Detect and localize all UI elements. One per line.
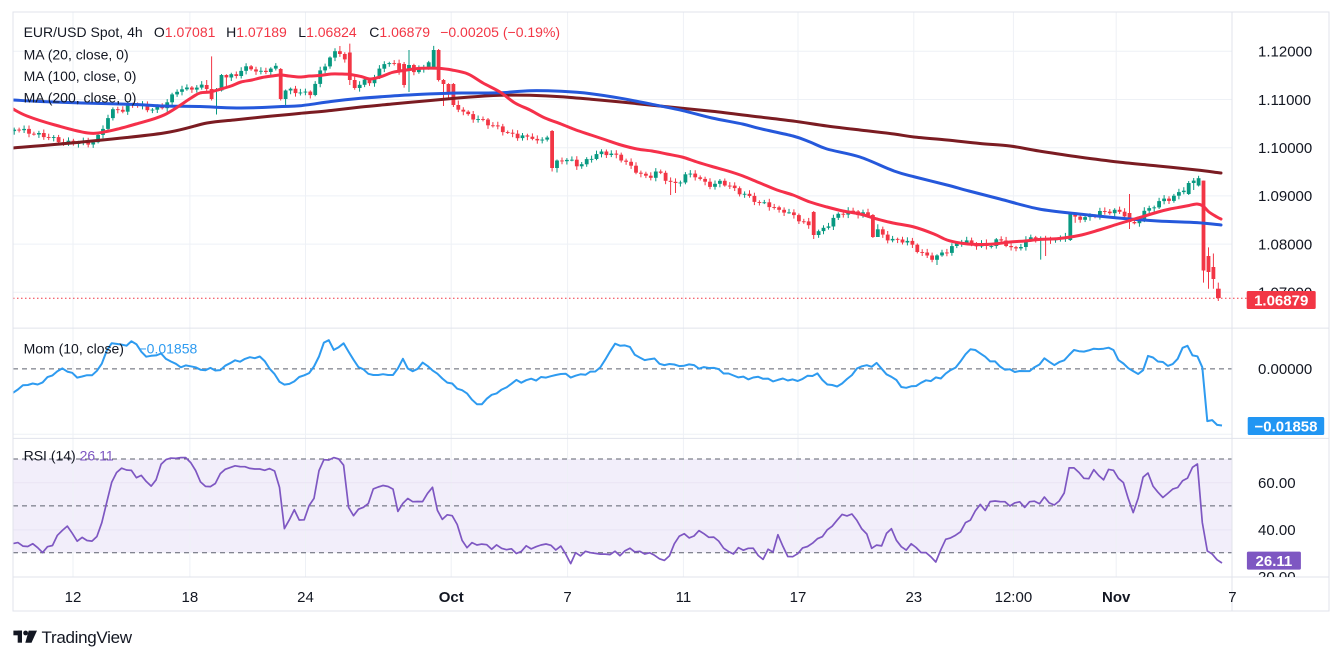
svg-text:Mom (10, close)−0.01858: Mom (10, close) −0.01858 bbox=[24, 341, 198, 357]
svg-text:Oct: Oct bbox=[439, 589, 464, 606]
svg-text:18: 18 bbox=[182, 589, 199, 606]
svg-text:11: 11 bbox=[676, 589, 692, 606]
svg-text:1.06879: 1.06879 bbox=[1254, 292, 1308, 309]
svg-text:Nov: Nov bbox=[1102, 589, 1131, 606]
svg-text:1.10000: 1.10000 bbox=[1258, 140, 1312, 157]
svg-text:MA (100, close, 0): MA (100, close, 0) bbox=[24, 68, 137, 84]
svg-text:1.09000: 1.09000 bbox=[1258, 188, 1312, 205]
svg-text:24: 24 bbox=[297, 589, 314, 606]
svg-text:−0.01858: −0.01858 bbox=[1255, 418, 1318, 435]
svg-text:60.00: 60.00 bbox=[1258, 475, 1296, 492]
svg-text:20.00: 20.00 bbox=[1258, 569, 1296, 586]
svg-text:C1.06879: C1.06879 bbox=[369, 24, 430, 40]
svg-text:12: 12 bbox=[65, 589, 82, 606]
svg-text:7: 7 bbox=[1228, 589, 1236, 606]
svg-text:26.11: 26.11 bbox=[1256, 553, 1293, 570]
svg-text:MA (200, close, 0): MA (200, close, 0) bbox=[24, 89, 137, 105]
svg-text:−0.00205 (−0.19%): −0.00205 (−0.19%) bbox=[440, 24, 560, 40]
svg-text:1.12000: 1.12000 bbox=[1258, 44, 1312, 61]
svg-text:MA (20, close, 0): MA (20, close, 0) bbox=[24, 46, 129, 62]
svg-text:23: 23 bbox=[905, 589, 922, 606]
svg-text:O1.07081: O1.07081 bbox=[154, 24, 216, 40]
svg-text:H1.07189: H1.07189 bbox=[226, 24, 287, 40]
svg-text:L1.06824: L1.06824 bbox=[298, 24, 357, 40]
svg-text:1.11000: 1.11000 bbox=[1258, 92, 1311, 109]
svg-text:TradingView: TradingView bbox=[42, 628, 133, 647]
svg-text:40.00: 40.00 bbox=[1258, 522, 1296, 539]
svg-text:1.08000: 1.08000 bbox=[1258, 236, 1312, 253]
svg-text:7: 7 bbox=[563, 589, 571, 606]
svg-text:0.00000: 0.00000 bbox=[1258, 361, 1312, 378]
svg-text:12:00: 12:00 bbox=[995, 589, 1033, 606]
svg-text:EUR/USD Spot, 4h: EUR/USD Spot, 4h bbox=[24, 24, 143, 40]
svg-text:RSI (14) 26.11: RSI (14) 26.11 bbox=[24, 447, 114, 463]
svg-text:17: 17 bbox=[790, 589, 807, 606]
